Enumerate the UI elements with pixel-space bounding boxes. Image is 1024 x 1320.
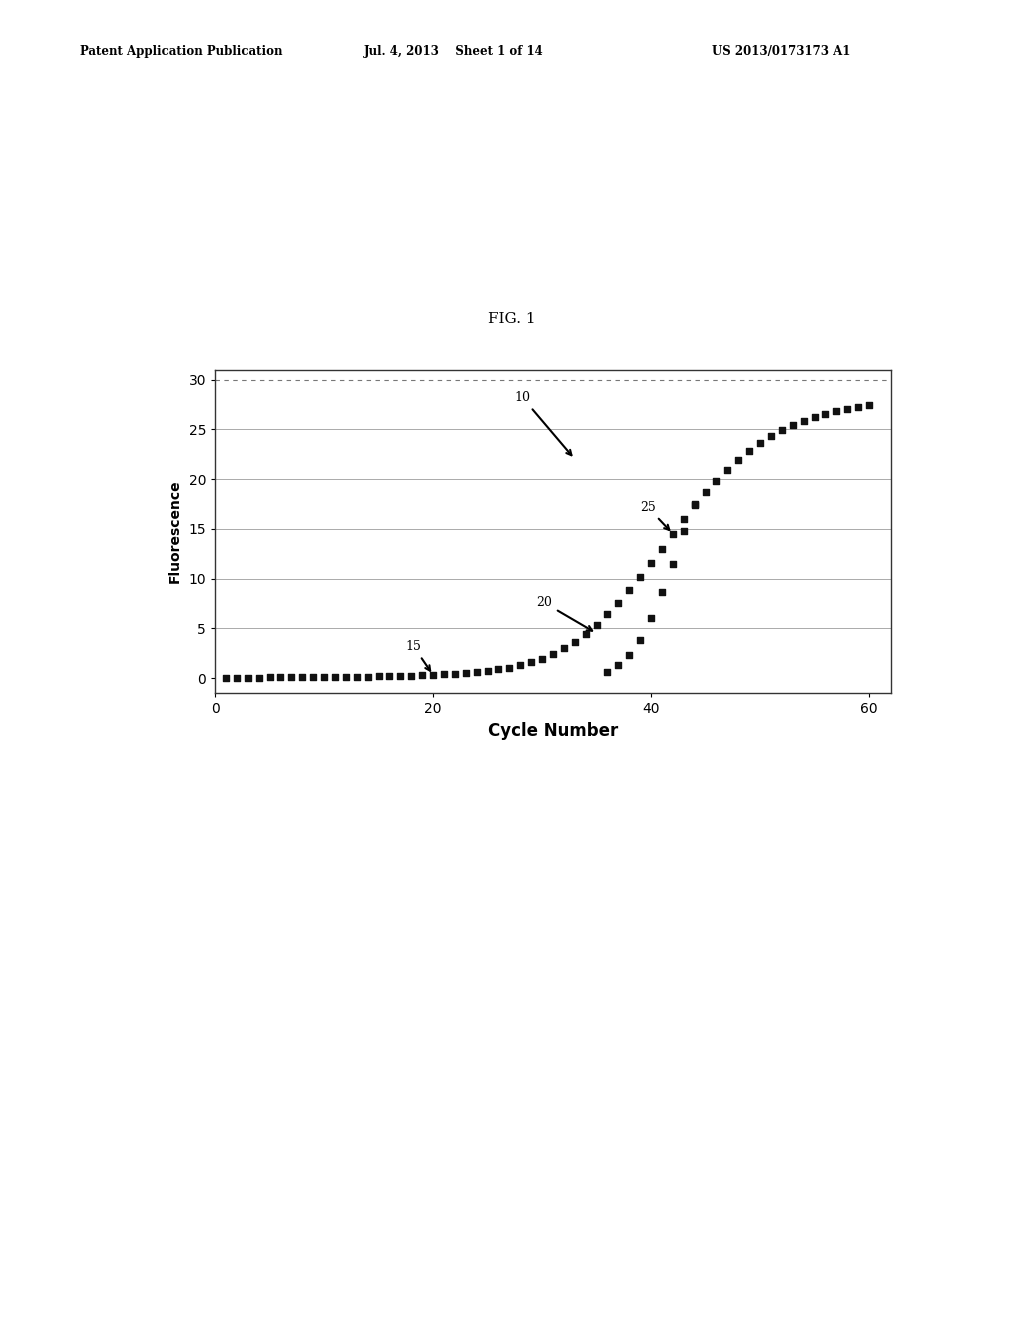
Point xyxy=(512,655,528,676)
Point xyxy=(338,667,354,688)
Point xyxy=(709,470,725,491)
Text: FIG. 1: FIG. 1 xyxy=(488,313,536,326)
Point xyxy=(839,399,855,420)
Point xyxy=(458,663,474,684)
Point xyxy=(240,667,256,688)
Point xyxy=(610,655,627,676)
Point xyxy=(632,630,648,651)
Point xyxy=(686,495,702,516)
Point xyxy=(643,607,659,628)
Point xyxy=(676,508,692,529)
Point xyxy=(251,667,267,688)
Point xyxy=(850,396,866,417)
Y-axis label: Fluorescence: Fluorescence xyxy=(168,479,181,583)
Point xyxy=(665,523,681,544)
Point xyxy=(796,411,812,432)
Text: 25: 25 xyxy=(640,500,670,531)
Text: 10: 10 xyxy=(515,392,571,455)
Point xyxy=(425,664,441,685)
Point xyxy=(730,450,746,471)
Point xyxy=(556,638,572,659)
Point xyxy=(622,644,638,665)
Text: 20: 20 xyxy=(537,597,592,631)
Point xyxy=(305,667,322,688)
Point xyxy=(861,395,878,416)
Point xyxy=(665,553,681,574)
Point xyxy=(414,665,430,686)
Text: 15: 15 xyxy=(406,640,430,671)
Point xyxy=(653,582,670,603)
Point xyxy=(315,667,332,688)
Point xyxy=(589,614,605,635)
Point xyxy=(272,667,289,688)
Point xyxy=(228,667,245,688)
Text: Patent Application Publication: Patent Application Publication xyxy=(80,45,283,58)
Point xyxy=(348,667,365,688)
Point xyxy=(392,665,409,686)
Point xyxy=(501,657,517,678)
Point xyxy=(643,553,659,574)
Point xyxy=(686,494,702,515)
Point xyxy=(284,667,300,688)
Point xyxy=(676,520,692,541)
Point xyxy=(784,414,801,436)
Point xyxy=(359,667,376,688)
Point xyxy=(806,407,822,428)
Text: Jul. 4, 2013    Sheet 1 of 14: Jul. 4, 2013 Sheet 1 of 14 xyxy=(364,45,544,58)
Point xyxy=(545,643,561,664)
Point xyxy=(599,603,615,624)
Point xyxy=(697,482,714,503)
Point xyxy=(719,459,735,480)
Point xyxy=(653,539,670,560)
Point xyxy=(817,404,834,425)
Point xyxy=(294,667,310,688)
Point xyxy=(828,401,845,422)
Point xyxy=(774,420,791,441)
Point xyxy=(622,579,638,601)
Point xyxy=(534,648,550,669)
Point xyxy=(578,623,594,644)
X-axis label: Cycle Number: Cycle Number xyxy=(487,722,618,739)
Point xyxy=(599,661,615,682)
Point xyxy=(468,661,484,682)
Point xyxy=(752,433,768,454)
Point xyxy=(381,665,397,686)
Point xyxy=(741,441,758,462)
Point xyxy=(490,659,507,680)
Point xyxy=(446,664,463,685)
Point xyxy=(371,665,387,686)
Point xyxy=(327,667,343,688)
Point xyxy=(632,566,648,587)
Point xyxy=(261,667,278,688)
Point xyxy=(763,426,779,447)
Point xyxy=(566,631,583,652)
Point xyxy=(218,667,234,688)
Point xyxy=(403,665,420,686)
Point xyxy=(436,664,453,685)
Point xyxy=(479,660,496,681)
Point xyxy=(610,593,627,614)
Point xyxy=(523,652,540,673)
Text: US 2013/0173173 A1: US 2013/0173173 A1 xyxy=(712,45,850,58)
